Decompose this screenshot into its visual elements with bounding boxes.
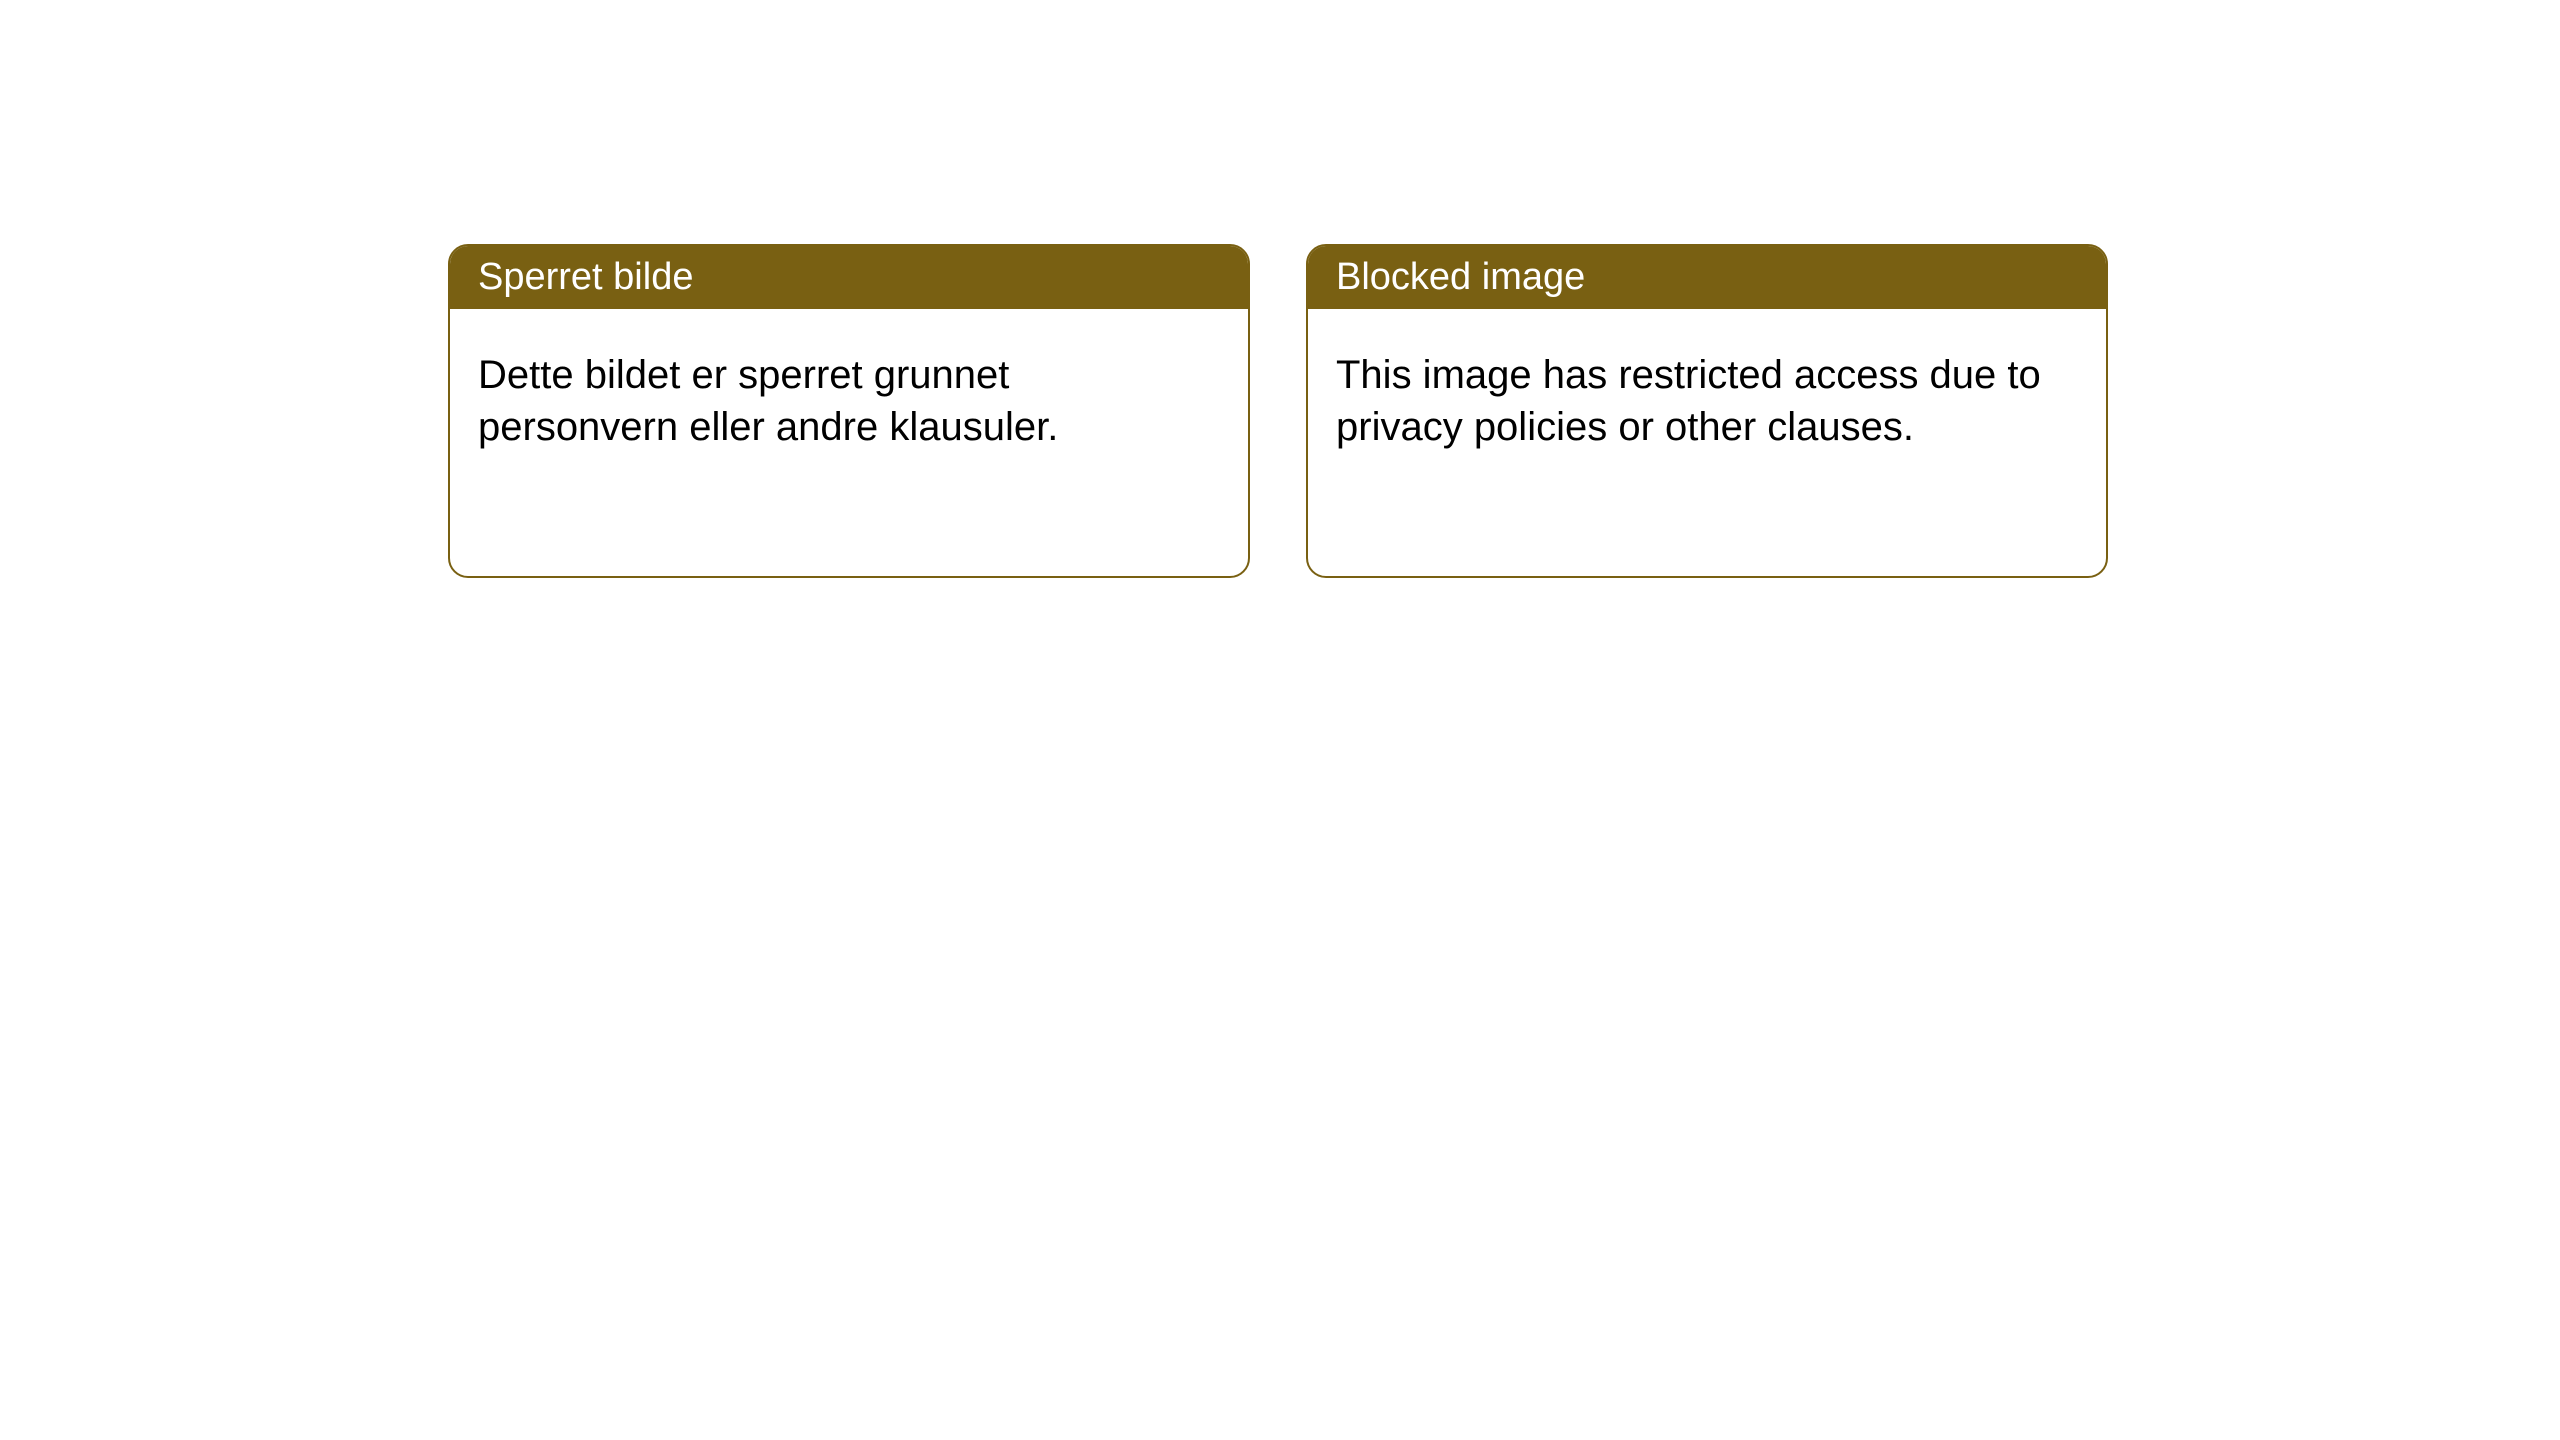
card-title: Blocked image <box>1336 256 1585 298</box>
card-header: Sperret bilde <box>450 246 1248 309</box>
card-body-text: This image has restricted access due to … <box>1336 353 2041 449</box>
notice-cards-container: Sperret bilde Dette bildet er sperret gr… <box>448 244 2108 578</box>
card-title: Sperret bilde <box>478 256 693 298</box>
notice-card-norwegian: Sperret bilde Dette bildet er sperret gr… <box>448 244 1250 578</box>
notice-card-english: Blocked image This image has restricted … <box>1306 244 2108 578</box>
card-body: This image has restricted access due to … <box>1308 309 2106 493</box>
card-header: Blocked image <box>1308 246 2106 309</box>
card-body: Dette bildet er sperret grunnet personve… <box>450 309 1248 493</box>
card-body-text: Dette bildet er sperret grunnet personve… <box>478 353 1058 449</box>
